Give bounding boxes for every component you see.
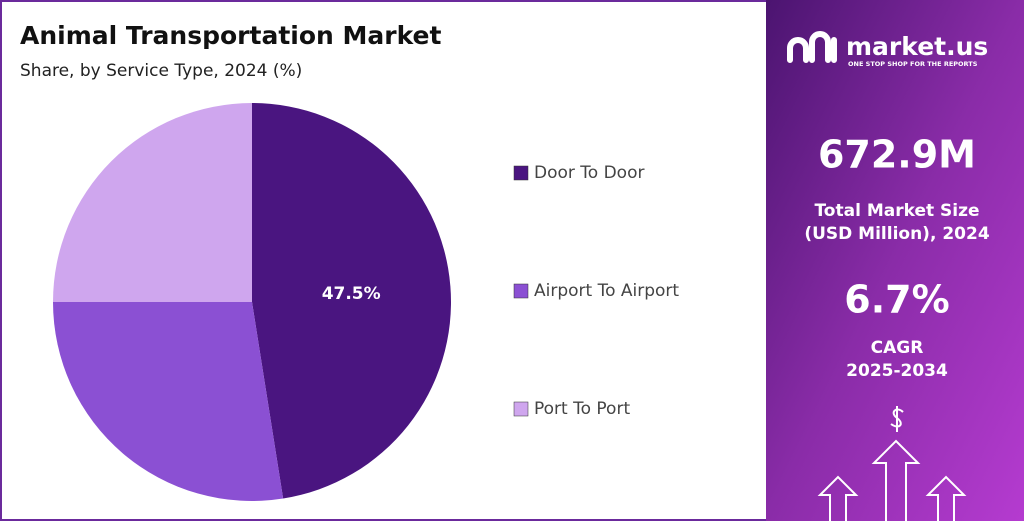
legend-swatch bbox=[513, 401, 529, 417]
legend-label: Airport To Airport bbox=[534, 281, 679, 301]
legend-label: Door To Door bbox=[534, 163, 644, 183]
data-label: 47.5% bbox=[322, 284, 381, 304]
cagr: 6.7% bbox=[844, 278, 949, 322]
cagr-label: CAGR bbox=[871, 338, 924, 358]
legend-swatch bbox=[513, 283, 529, 299]
brand: market.us bbox=[846, 32, 988, 61]
sidebar bbox=[766, 0, 1024, 521]
logo bbox=[787, 31, 837, 63]
pie-slice bbox=[53, 103, 252, 302]
market-size: 672.9M bbox=[818, 133, 976, 177]
cagr-label: 2025-2034 bbox=[846, 361, 948, 381]
pie-slice bbox=[53, 302, 284, 501]
chart-title: Animal Transportation Market bbox=[20, 21, 441, 50]
chart-subtitle: Share, by Service Type, 2024 (%) bbox=[20, 61, 302, 81]
pie-slice bbox=[252, 103, 451, 499]
arrows-icon bbox=[817, 406, 967, 521]
legend-swatch bbox=[513, 165, 529, 181]
tagline: ONE STOP SHOP FOR THE REPORTS bbox=[848, 60, 978, 68]
market-size-label: Total Market Size bbox=[814, 201, 979, 221]
legend-label: Port To Port bbox=[534, 399, 630, 419]
market-size-label: (USD Million), 2024 bbox=[804, 224, 989, 244]
